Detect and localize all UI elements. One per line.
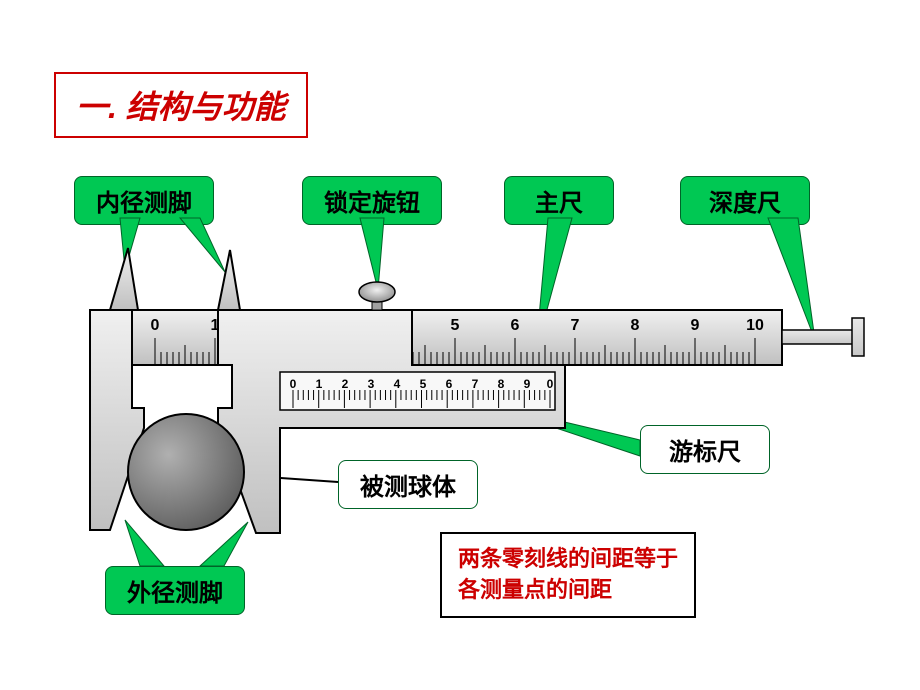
svg-text:8: 8 [498, 377, 505, 391]
pointer-outer-jaws-2 [200, 522, 248, 566]
pointer-main-scale [536, 218, 572, 350]
label-inner-jaws: 内径测脚 [74, 176, 214, 225]
pointer-inner-jaws-2 [180, 218, 225, 272]
main-scale-numbers: 0 1 2 3 4 5 6 7 8 9 10 [151, 317, 764, 334]
label-measured-ball: 被测球体 [338, 460, 478, 509]
svg-text:2: 2 [342, 377, 349, 391]
label-main-scale: 主尺 [504, 176, 614, 225]
pointer-depth-rod [768, 218, 815, 340]
svg-text:1: 1 [211, 317, 220, 334]
pointer-outer-jaws-1 [125, 520, 164, 566]
svg-text:3: 3 [331, 317, 340, 334]
svg-text:7: 7 [571, 317, 580, 334]
label-depth-rod: 深度尺 [680, 176, 810, 225]
fixed-inner-prong [110, 248, 138, 310]
pointer-vernier-scale [472, 400, 640, 456]
sliding-inner-prong [218, 250, 240, 310]
main-scale-ticks [155, 338, 755, 365]
vernier-window [280, 372, 555, 410]
svg-text:1: 1 [316, 377, 323, 391]
page-title: 一. 结构与功能 [76, 89, 286, 125]
svg-text:7: 7 [472, 377, 479, 391]
svg-text:6: 6 [511, 317, 520, 334]
label-vernier-scale: 游标尺 [640, 425, 770, 474]
label-lock-knob: 锁定旋钮 [302, 176, 442, 225]
fixed-jaw [90, 310, 150, 530]
pointer-measured-ball [195, 472, 338, 482]
measured-ball [128, 414, 244, 530]
pointer-lock-knob [360, 218, 384, 290]
lock-knob-head [359, 282, 395, 302]
note-line-1: 两条零刻线的间距等于 [458, 544, 678, 575]
label-outer-jaws: 外径测脚 [105, 566, 245, 615]
svg-text:3: 3 [368, 377, 375, 391]
depth-rod-tip [852, 318, 864, 356]
title-box: 一. 结构与功能 [54, 72, 308, 138]
svg-text:2: 2 [271, 317, 280, 334]
svg-text:8: 8 [631, 317, 640, 334]
svg-text:0: 0 [151, 317, 160, 334]
svg-text:9: 9 [691, 317, 700, 334]
svg-text:0: 0 [547, 377, 554, 391]
vernier-numbers: 0 1 2 3 4 5 6 7 8 9 0 [290, 377, 554, 391]
note-box: 两条零刻线的间距等于 各测量点的间距 [440, 532, 696, 618]
lock-knob-stem [372, 296, 382, 310]
depth-rod [782, 330, 857, 344]
svg-text:9: 9 [524, 377, 531, 391]
svg-text:10: 10 [746, 317, 764, 334]
svg-text:6: 6 [446, 377, 453, 391]
pointer-inner-jaws-1 [120, 218, 140, 270]
note-line-2: 各测量点的间距 [458, 575, 678, 606]
svg-text:5: 5 [420, 377, 427, 391]
svg-text:4: 4 [391, 317, 400, 334]
main-scale-bar [132, 310, 782, 365]
svg-text:5: 5 [451, 317, 460, 334]
svg-text:0: 0 [290, 377, 297, 391]
svg-text:4: 4 [394, 377, 401, 391]
